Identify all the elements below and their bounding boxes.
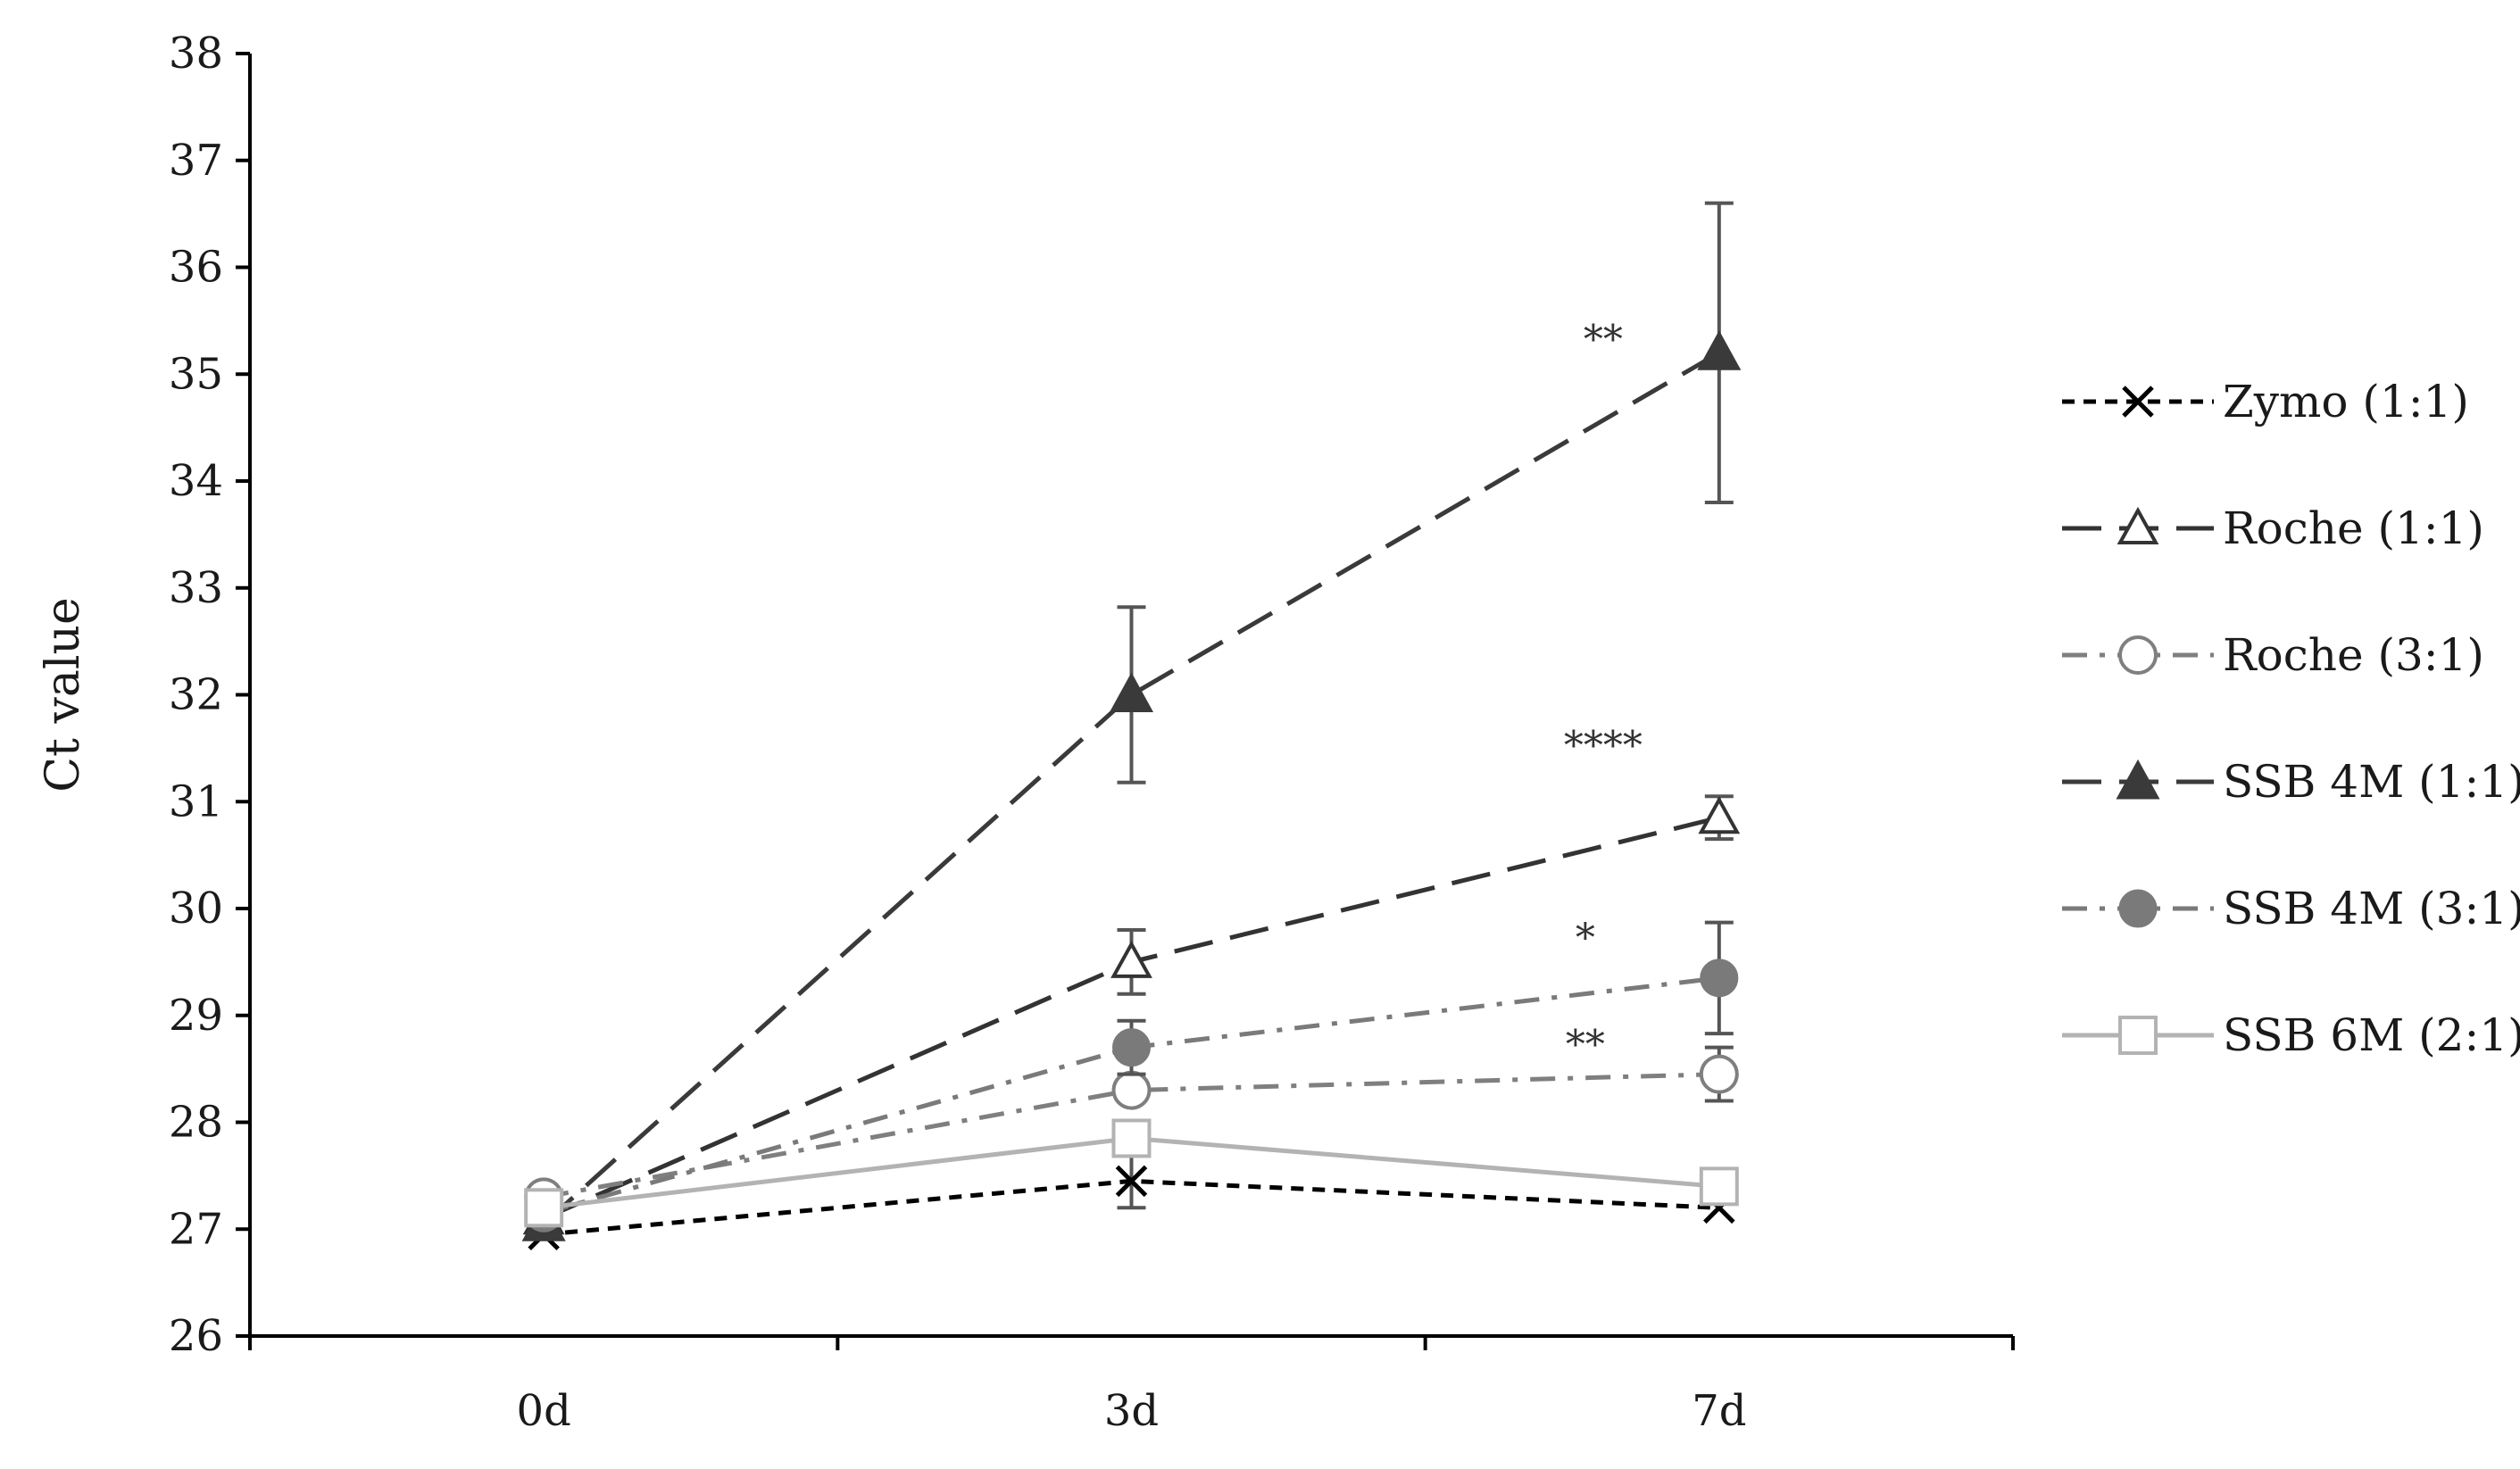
significance-label: * bbox=[1576, 916, 1595, 961]
legend-label: Zymo (1:1) bbox=[2223, 376, 2469, 427]
legend-swatch-marker bbox=[2118, 635, 2158, 675]
y-tick-label: 38 bbox=[169, 29, 223, 79]
series-5 bbox=[524, 1118, 1739, 1228]
legend-item-0: Zymo (1:1) bbox=[2062, 376, 2469, 427]
legend-swatch-marker bbox=[2116, 759, 2160, 800]
data-point bbox=[1115, 1165, 1148, 1198]
data-point bbox=[1697, 330, 1742, 370]
legend-swatch-marker bbox=[2118, 889, 2158, 928]
legend-item-3: SSB 4M (1:1) bbox=[2062, 756, 2520, 808]
marker-stroke bbox=[2122, 386, 2154, 418]
marker-shape bbox=[2116, 759, 2160, 800]
significance-annotations: ********* bbox=[1564, 317, 1643, 1067]
marker-shape bbox=[1699, 1054, 1739, 1094]
data-point bbox=[1110, 940, 1152, 978]
legend-item-4: SSB 4M (3:1) bbox=[2062, 883, 2520, 934]
data-point bbox=[1112, 1028, 1151, 1067]
marker-shape bbox=[1699, 1166, 1739, 1207]
x-tick-label: 7d bbox=[1692, 1386, 1746, 1436]
y-axis-title: Ct value bbox=[37, 597, 90, 793]
data-point bbox=[1698, 796, 1741, 834]
series-1 bbox=[522, 794, 1741, 1235]
marker-shape bbox=[1110, 940, 1152, 978]
data-point bbox=[524, 1188, 564, 1228]
significance-label: ** bbox=[1566, 1023, 1605, 1068]
axes: 26 27 28 29 30 31 32 33 34 35 36 37 38 0d 3d 7d Ct value bbox=[37, 29, 2015, 1436]
marker-shape bbox=[1700, 959, 1739, 998]
marker-shape bbox=[1111, 1070, 1152, 1110]
marker-shape bbox=[2117, 506, 2159, 544]
y-tick-label: 26 bbox=[169, 1311, 223, 1361]
data-point bbox=[1111, 1118, 1152, 1158]
legend-label: SSB 6M (2:1) bbox=[2223, 1009, 2520, 1061]
y-tick-label: 36 bbox=[169, 243, 223, 293]
x-tick-label: 3d bbox=[1104, 1386, 1159, 1436]
legend-item-1: Roche (1:1) bbox=[2062, 502, 2484, 554]
significance-label: **** bbox=[1564, 723, 1643, 768]
legend-label: SSB 4M (3:1) bbox=[2223, 883, 2520, 934]
marker-stroke bbox=[1115, 1165, 1148, 1198]
legend-item-5: SSB 6M (2:1) bbox=[2062, 1009, 2520, 1061]
data-point bbox=[1699, 1054, 1739, 1094]
y-tick-label: 28 bbox=[169, 1098, 223, 1148]
marker-shape bbox=[1698, 796, 1741, 834]
y-tick-label: 31 bbox=[169, 776, 223, 826]
series-line bbox=[542, 351, 1721, 1226]
marker-shape bbox=[1697, 330, 1742, 370]
legend-swatch-marker bbox=[2117, 506, 2159, 544]
y-tick-label: 33 bbox=[169, 563, 223, 613]
data-point bbox=[1700, 959, 1739, 998]
data-point bbox=[1111, 1070, 1152, 1110]
marker-shape bbox=[2118, 1016, 2158, 1055]
x-tick-label: 0d bbox=[517, 1386, 571, 1436]
legend-label: Roche (1:1) bbox=[2223, 502, 2484, 554]
marker-shape bbox=[1111, 1118, 1152, 1158]
marker-shape bbox=[1109, 672, 1154, 712]
legend-swatch-marker bbox=[2122, 386, 2154, 418]
data-point bbox=[1109, 672, 1154, 712]
legend: Zymo (1:1) Roche (1:1) Roche (3:1) SSB 4M (… bbox=[2062, 376, 2520, 1061]
y-tick-label: 30 bbox=[169, 884, 223, 934]
data-point bbox=[1699, 1166, 1739, 1207]
legend-label: Roche (3:1) bbox=[2223, 629, 2484, 681]
marker-shape bbox=[1112, 1028, 1151, 1067]
y-tick-label: 37 bbox=[169, 136, 223, 186]
y-tick-label: 32 bbox=[169, 670, 223, 720]
y-tick-label: 27 bbox=[169, 1204, 223, 1254]
y-tick-label: 35 bbox=[169, 349, 223, 399]
marker-shape bbox=[524, 1188, 564, 1228]
marker-shape bbox=[2118, 889, 2158, 928]
significance-label: ** bbox=[1584, 317, 1623, 362]
plot-area bbox=[521, 201, 1742, 1251]
y-tick-label: 34 bbox=[169, 456, 223, 506]
marker-shape bbox=[2118, 635, 2158, 675]
legend-swatch-marker bbox=[2118, 1016, 2158, 1055]
legend-label: SSB 4M (1:1) bbox=[2223, 756, 2520, 808]
legend-item-2: Roche (3:1) bbox=[2062, 629, 2484, 681]
y-tick-label: 29 bbox=[169, 991, 223, 1041]
